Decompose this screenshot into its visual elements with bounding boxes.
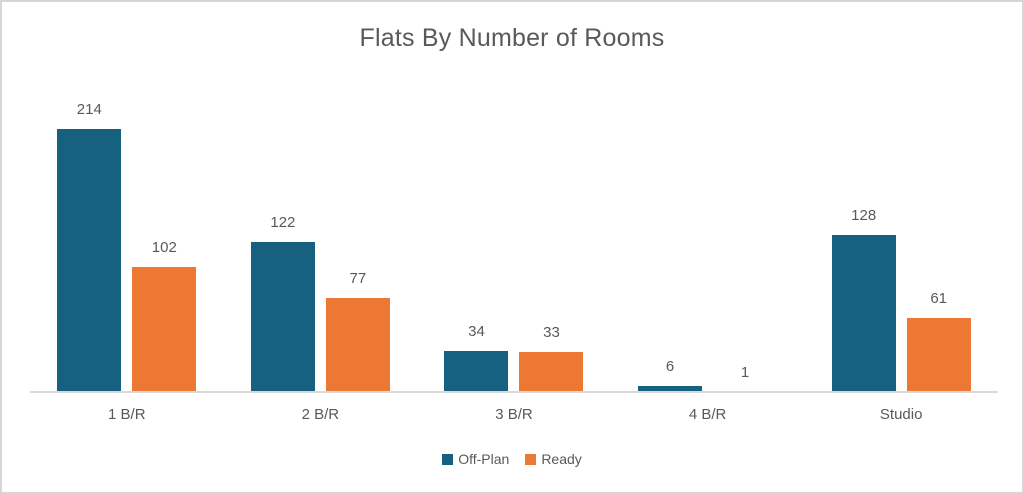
data-label-off-plan-4-b-r: 6 [665, 358, 675, 375]
bar-wrap-off-plan-1-b-r: 214 [57, 101, 122, 393]
category-label-1-b-r: 1 B/R [108, 406, 146, 423]
plot-area: 214 102 122 77 34 33 6 1 128 61 [30, 97, 998, 393]
bar-ready-1-b-r [132, 267, 197, 393]
category-group-3-b-r: 34 33 [417, 97, 611, 393]
legend-label-ready: Ready [541, 451, 582, 467]
category-group-studio: 128 61 [804, 97, 998, 393]
bar-wrap-off-plan-studio: 128 [831, 207, 896, 393]
legend: Off-Plan Ready [2, 451, 1022, 467]
chart-title: Flats By Number of Rooms [359, 24, 665, 52]
data-label-ready-2-b-r: 77 [349, 270, 367, 287]
bar-wrap-ready-1-b-r: 102 [132, 239, 197, 393]
bar-wrap-ready-3-b-r: 33 [519, 324, 584, 393]
bar-ready-studio [906, 318, 971, 393]
category-label-studio: Studio [879, 406, 923, 423]
bar-off-plan-4-b-r [638, 386, 703, 393]
bar-off-plan-1-b-r [57, 129, 122, 393]
legend-item-off-plan: Off-Plan [442, 451, 509, 467]
bar-wrap-off-plan-4-b-r: 6 [638, 358, 703, 393]
legend-item-ready: Ready [525, 451, 582, 467]
bar-off-plan-2-b-r [250, 242, 315, 393]
category-label-4-b-r: 4 B/R [688, 406, 727, 423]
category-axis: 1 B/R 2 B/R 3 B/R 4 B/R Studio [30, 406, 998, 423]
data-label-ready-studio: 61 [930, 290, 948, 307]
legend-label-off-plan: Off-Plan [458, 451, 510, 467]
bar-off-plan-studio [831, 235, 896, 393]
x-axis-line [30, 391, 998, 393]
category-group-1-b-r: 214 102 [30, 97, 224, 393]
off-plan-swatch-icon [442, 453, 454, 465]
bar-ready-2-b-r [325, 298, 390, 393]
category-group-2-b-r: 122 77 [224, 97, 418, 393]
data-label-off-plan-studio: 128 [851, 207, 877, 224]
bar-ready-3-b-r [519, 352, 584, 393]
category-label-3-b-r: 3 B/R [495, 406, 533, 423]
bar-wrap-off-plan-2-b-r: 122 [250, 214, 315, 393]
data-label-off-plan-1-b-r: 214 [76, 101, 102, 118]
data-label-off-plan-2-b-r: 122 [270, 214, 296, 231]
data-label-ready-3-b-r: 33 [543, 324, 560, 341]
ready-swatch-icon [525, 453, 537, 465]
bar-off-plan-3-b-r [444, 351, 509, 393]
category-label-2-b-r: 2 B/R [301, 406, 340, 423]
data-label-off-plan-3-b-r: 34 [468, 323, 485, 340]
bar-wrap-ready-studio: 61 [906, 290, 971, 393]
bar-wrap-off-plan-3-b-r: 34 [444, 323, 509, 393]
bar-wrap-ready-2-b-r: 77 [325, 270, 390, 393]
bar-wrap-ready-4-b-r: 1 [713, 364, 778, 393]
data-label-ready-1-b-r: 102 [151, 239, 177, 256]
data-label-ready-4-b-r: 1 [740, 364, 750, 381]
